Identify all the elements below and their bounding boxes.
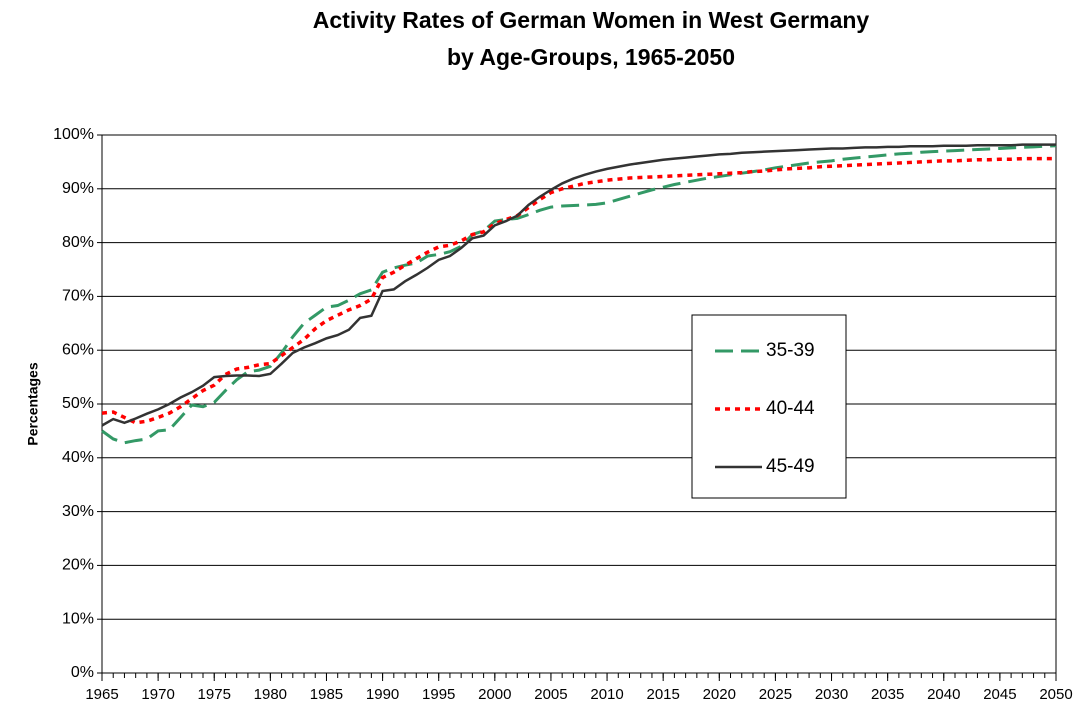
series-line [101,144,1057,445]
x-tick-label: 1975 [198,686,231,703]
x-tick-label: 2020 [703,686,736,703]
x-tick-label: 2035 [871,686,904,703]
x-tick-label: 1985 [310,686,343,703]
legend-label: 40-44 [766,398,815,419]
x-tick-label: 2045 [983,686,1016,703]
y-tick-label: 40% [62,449,94,466]
x-tick-label: 2025 [759,686,792,703]
y-tick-label: 10% [62,610,94,627]
y-tick-label: 60% [62,341,94,358]
x-tick-label: 1995 [422,686,455,703]
x-tick-label: 2050 [1039,686,1072,703]
x-tick-label: 2000 [478,686,511,703]
x-tick-label: 1990 [366,686,399,703]
y-tick-label: 50% [62,395,94,412]
legend-label: 35-39 [766,340,815,361]
series-line [101,156,1056,425]
y-tick-label: 30% [62,503,94,520]
chart-subtitle: by Age-Groups, 1965-2050 [447,44,735,70]
x-tick-label: 2030 [815,686,848,703]
chart-title: Activity Rates of German Women in West G… [313,7,870,33]
x-tick-label: 2040 [927,686,960,703]
y-tick-label: 70% [62,288,94,305]
x-tick-label: 2010 [590,686,623,703]
x-tick-label: 1965 [85,686,118,703]
series-line [101,143,1056,427]
y-tick-label: 100% [53,126,94,143]
x-tick-label: 1970 [141,686,174,703]
y-tick-label: 20% [62,557,94,574]
x-tick-label: 2015 [646,686,679,703]
y-tick-label: 80% [62,234,94,251]
x-tick-label: 1980 [254,686,287,703]
y-tick-label: 0% [71,664,94,681]
y-tick-label: 90% [62,180,94,197]
x-tick-label: 2005 [534,686,567,703]
y-axis-label: Percentages [25,362,41,445]
legend-label: 45-49 [766,456,815,477]
